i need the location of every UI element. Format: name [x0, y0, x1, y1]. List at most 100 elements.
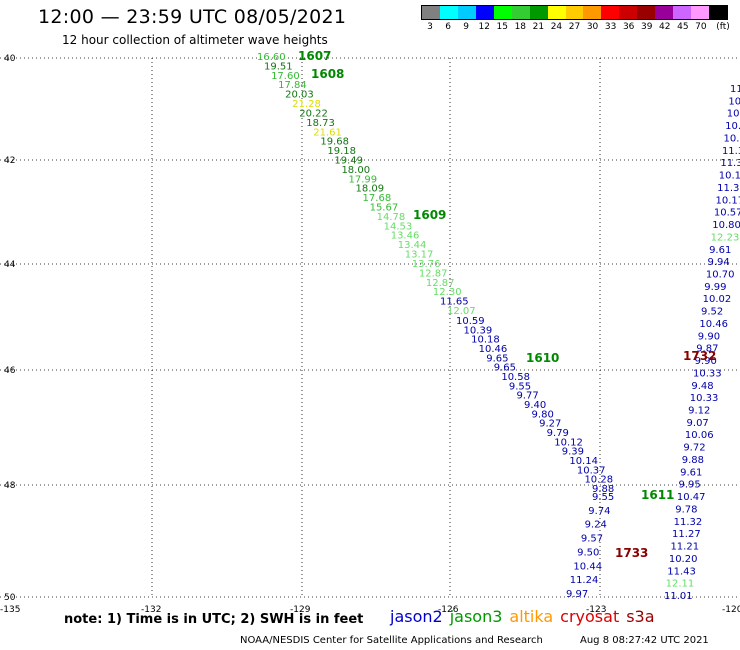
swh-value: 10.12 — [554, 437, 583, 448]
satellite-legend-altika: altika — [509, 607, 554, 626]
swh-value: 10.33 — [690, 393, 719, 404]
swh-value: 10.47 — [677, 492, 706, 503]
credit-line: NOAA/NESDIS Center for Satellite Applica… — [240, 635, 543, 646]
swh-value: 10.44 — [573, 561, 602, 572]
map-title: 12:00 — 23:59 UTC 08/05/2021 — [38, 6, 347, 28]
swh-value: 17.60 — [271, 71, 300, 82]
swh-value: 10.80 — [712, 220, 740, 231]
swh-value: 10.37 — [577, 465, 606, 476]
swh-value: 10.70 — [706, 269, 735, 280]
latitude-label: 44 — [4, 260, 16, 270]
longitude-label: -135 — [0, 605, 20, 615]
color-scale-label: (ft) — [716, 22, 730, 32]
swh-value: 10.46 — [699, 319, 728, 330]
map-subtitle: 12 hour collection of altimeter wave hei… — [62, 33, 328, 47]
color-swatch — [619, 6, 638, 19]
swh-value: 10.14 — [569, 456, 598, 467]
color-scale-label: 15 — [496, 22, 508, 32]
color-scale-label: 6 — [445, 22, 451, 32]
pass-time-labels: 1607 1608 1609 1610 1611 1732 1733 — [298, 49, 716, 560]
swh-value: 11.38 — [722, 146, 740, 157]
color-scale-label: 42 — [659, 22, 671, 32]
swh-value: 10.15 — [719, 171, 740, 182]
satellite-legend-jason3: jason3 — [449, 607, 503, 626]
swh-value: 9.48 — [691, 381, 713, 392]
swh-value: 9.94 — [707, 257, 729, 268]
pass-time-label: 1609 — [413, 208, 446, 222]
swh-value: 9.74 — [588, 506, 610, 517]
longitude-label: -126 — [438, 605, 459, 615]
longitude-labels: -135 -132 -129 -126 -123 -120 — [0, 605, 740, 615]
swh-value: 12.30 — [433, 287, 462, 298]
swh-value: 9.61 — [709, 245, 731, 256]
swh-value: 9.65 — [494, 363, 516, 374]
swh-value: 15.67 — [370, 203, 399, 214]
swh-value: 10.02 — [703, 294, 732, 305]
latitude-labels: 40 42 44 46 48 50 — [4, 54, 16, 603]
swh-value: 10.33 — [693, 368, 722, 379]
swh-value: 18.09 — [356, 184, 385, 195]
swh-value: 9.88 — [592, 484, 614, 495]
color-swatch — [655, 6, 674, 19]
swh-value: 9.24 — [585, 520, 607, 531]
swh-value: 10.23 — [725, 121, 740, 132]
longitude-label: -123 — [586, 605, 606, 615]
swh-value: 9.12 — [688, 406, 710, 417]
swh-value: 9.79 — [547, 428, 569, 439]
swh-value: 18.00 — [341, 165, 370, 176]
swh-value: 9.52 — [701, 307, 723, 318]
latitude-label: 46 — [4, 366, 16, 376]
color-scale-label: 36 — [622, 22, 635, 32]
swh-value: 17.68 — [363, 193, 392, 204]
swh-value: 9.77 — [516, 391, 538, 402]
swh-value: 10.39 — [464, 325, 493, 336]
swh-value: 9.80 — [532, 409, 554, 420]
swh-value: 9.87 — [696, 344, 718, 355]
swh-value: 17.99 — [348, 174, 377, 185]
latitude-label: 48 — [4, 481, 16, 491]
color-scale-label: 21 — [532, 22, 545, 32]
swh-value: 13.44 — [398, 240, 427, 251]
swh-value: 11.01 — [664, 591, 693, 602]
swh-value: 19.68 — [320, 137, 349, 148]
swh-value: 19.18 — [327, 146, 356, 157]
swh-value: 9.97 — [566, 589, 588, 600]
color-swatch — [547, 6, 566, 19]
swh-value: 20.03 — [285, 90, 314, 101]
swh-value: 9.61 — [680, 467, 702, 478]
swh-value: 12.11 — [666, 579, 695, 590]
swh-value: 9.78 — [675, 504, 697, 515]
swh-value: 10.20 — [669, 554, 698, 565]
swh-value: 11.27 — [672, 529, 701, 540]
swh-value: 9.57 — [581, 534, 603, 545]
swh-value: 10.06 — [685, 430, 714, 441]
color-scale-bar — [421, 5, 728, 20]
latitude-label: 40 — [4, 54, 16, 64]
swh-value: 12.87 — [426, 278, 455, 289]
swh-value: 9.55 — [592, 492, 614, 503]
color-scale-label: 45 — [677, 22, 689, 32]
pass-time-label: 1610 — [526, 351, 559, 365]
satellite-legend: jason2 jason3 altika cryosat s3a — [390, 607, 662, 626]
swh-value: 10.46 — [479, 344, 508, 355]
color-scale-label: 70 — [695, 22, 707, 32]
color-swatch — [673, 6, 692, 19]
swh-value: 10.57 — [714, 208, 740, 219]
pass-time-label: 1608 — [311, 67, 344, 81]
swh-value: 12.87 — [419, 268, 448, 279]
color-swatch — [637, 6, 656, 19]
swh-value: 10.18 — [471, 335, 500, 346]
swh-value: 11.24 — [570, 575, 599, 586]
color-swatch — [529, 6, 548, 19]
swh-observations: 16.6019.5117.6017.8420.0321.2820.2218.73… — [257, 52, 740, 602]
swh-value: 10.7 — [727, 109, 740, 120]
swh-value: 12.23 — [711, 232, 740, 243]
swh-value: 10.31 — [724, 133, 740, 144]
map-grid — [0, 57, 740, 598]
latitude-label: 42 — [4, 156, 15, 166]
swh-value: 10.17 — [716, 195, 740, 206]
swh-value: 9.27 — [539, 419, 561, 430]
longitude-label: -132 — [141, 605, 161, 615]
satellite-legend-s3a: s3a — [626, 607, 655, 626]
